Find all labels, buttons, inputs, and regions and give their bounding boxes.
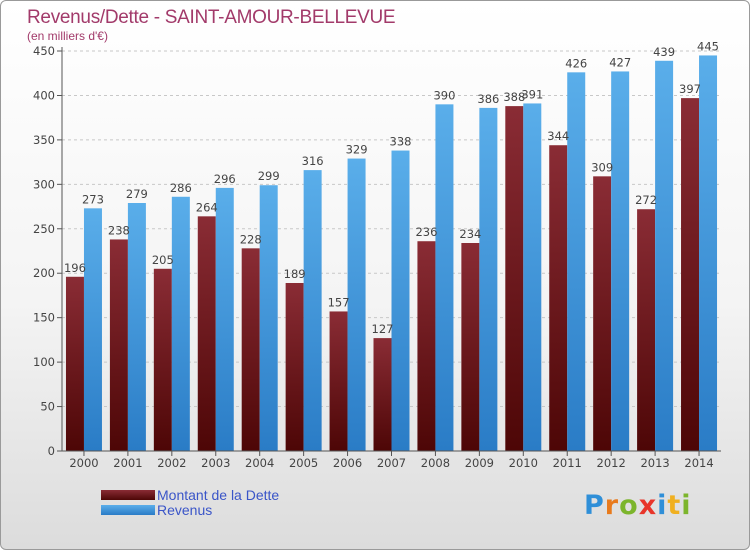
- bar-dette: [153, 268, 172, 451]
- data-label-dette: 205: [152, 253, 174, 267]
- data-label-revenus: 390: [433, 88, 455, 102]
- y-tick-label: 250: [33, 222, 55, 236]
- x-tick-label: 2013: [640, 456, 669, 470]
- data-label-dette: 236: [415, 225, 437, 239]
- data-label-revenus: 279: [126, 187, 148, 201]
- y-tick-label: 300: [33, 177, 55, 191]
- data-label-dette: 309: [591, 160, 613, 174]
- chart-unit-note: (en milliers d'€): [27, 29, 108, 43]
- bar-revenus: [303, 170, 322, 451]
- data-label-revenus: 329: [346, 143, 368, 157]
- data-label-revenus: 286: [170, 181, 192, 195]
- bar-dette: [373, 338, 392, 451]
- bar-dette: [461, 243, 480, 451]
- data-label-revenus: 316: [302, 154, 324, 168]
- data-label-revenus: 439: [653, 45, 675, 59]
- bar-revenus: [523, 103, 542, 451]
- data-label-dette: 388: [503, 90, 525, 104]
- bar-dette: [241, 248, 260, 451]
- y-tick-label: 50: [40, 400, 55, 414]
- legend-label-dette: Montant de la Dette: [157, 487, 280, 503]
- data-label-dette: 157: [328, 295, 350, 309]
- bar-revenus: [699, 55, 718, 451]
- data-label-revenus: 299: [258, 169, 280, 183]
- y-tick-label: 0: [48, 444, 55, 458]
- x-tick-label: 2010: [509, 456, 538, 470]
- data-label-dette: 127: [372, 322, 394, 336]
- y-tick-label: 400: [33, 88, 55, 102]
- bar-dette: [681, 98, 700, 451]
- bar-revenus: [83, 208, 102, 451]
- bar-revenus: [171, 196, 190, 451]
- data-label-dette: 228: [240, 232, 262, 246]
- bar-revenus: [435, 104, 454, 451]
- data-label-revenus: 296: [214, 172, 236, 186]
- bar-dette: [505, 106, 524, 451]
- bar-revenus: [127, 203, 146, 451]
- proxiti-logo: Proxiti: [584, 490, 692, 521]
- bar-revenus: [479, 107, 498, 451]
- legend-label-revenus: Revenus: [157, 502, 213, 518]
- data-label-dette: 196: [64, 261, 86, 275]
- bar-revenus: [391, 150, 410, 452]
- bar-revenus: [347, 158, 366, 452]
- x-tick-label: 2007: [377, 456, 406, 470]
- data-label-revenus: 427: [609, 55, 631, 69]
- x-tick-label: 2003: [201, 456, 230, 470]
- bars: [65, 55, 718, 452]
- x-tick-label: 2005: [289, 456, 318, 470]
- bar-revenus: [259, 185, 278, 451]
- legend-swatch-revenus: [101, 505, 155, 515]
- data-label-revenus: 338: [390, 135, 412, 149]
- y-tick-label: 200: [33, 266, 55, 280]
- data-label-revenus: 391: [521, 87, 543, 101]
- x-tick-label: 2009: [465, 456, 494, 470]
- data-label-dette: 238: [108, 223, 130, 237]
- y-tick-label: 350: [33, 133, 55, 147]
- data-label-dette: 397: [679, 82, 701, 96]
- x-tick-label: 2012: [597, 456, 626, 470]
- data-label-dette: 264: [196, 200, 218, 214]
- bar-revenus: [215, 187, 234, 451]
- axes: 0 50 100 150 200 250 300 350 400 450 2000 2001 2002 2…: [33, 44, 721, 470]
- bar-dette: [593, 176, 612, 452]
- bar-dette: [329, 311, 348, 451]
- data-label-revenus: 386: [477, 92, 499, 106]
- x-tick-label: 2011: [553, 456, 582, 470]
- bar-revenus: [611, 71, 630, 451]
- y-tick-label: 450: [33, 44, 55, 58]
- data-label-dette: 234: [459, 227, 481, 241]
- y-tick-label: 150: [33, 311, 55, 325]
- bar-revenus: [655, 60, 674, 452]
- x-tick-label: 2000: [69, 456, 98, 470]
- data-labels: 196 273 238 279 205 286 264 296 228 299 189 316 157 3…: [64, 39, 719, 336]
- data-label-revenus: 273: [82, 192, 104, 206]
- x-tick-label: 2006: [333, 456, 362, 470]
- x-tick-label: 2008: [421, 456, 450, 470]
- legend-swatch-dette: [101, 490, 155, 500]
- data-label-dette: 189: [284, 267, 306, 281]
- bar-revenus: [567, 72, 586, 451]
- bar-dette: [417, 241, 436, 451]
- bar-dette: [285, 283, 304, 451]
- bar-dette: [197, 216, 216, 451]
- chart-title: Revenus/Dette - SAINT-AMOUR-BELLEVUE: [27, 7, 396, 28]
- y-tick-label: 100: [33, 355, 55, 369]
- x-tick-label: 2004: [245, 456, 274, 470]
- bar-dette: [637, 209, 656, 451]
- x-tick-label: 2014: [684, 456, 713, 470]
- data-label-dette: 272: [635, 193, 657, 207]
- x-tick-label: 2001: [113, 456, 142, 470]
- bar-dette: [65, 276, 84, 451]
- bar-dette: [109, 239, 128, 451]
- data-label-revenus: 426: [565, 56, 587, 70]
- bar-dette: [549, 145, 568, 451]
- data-label-dette: 344: [547, 129, 569, 143]
- data-label-revenus: 445: [697, 39, 719, 53]
- x-tick-label: 2002: [157, 456, 186, 470]
